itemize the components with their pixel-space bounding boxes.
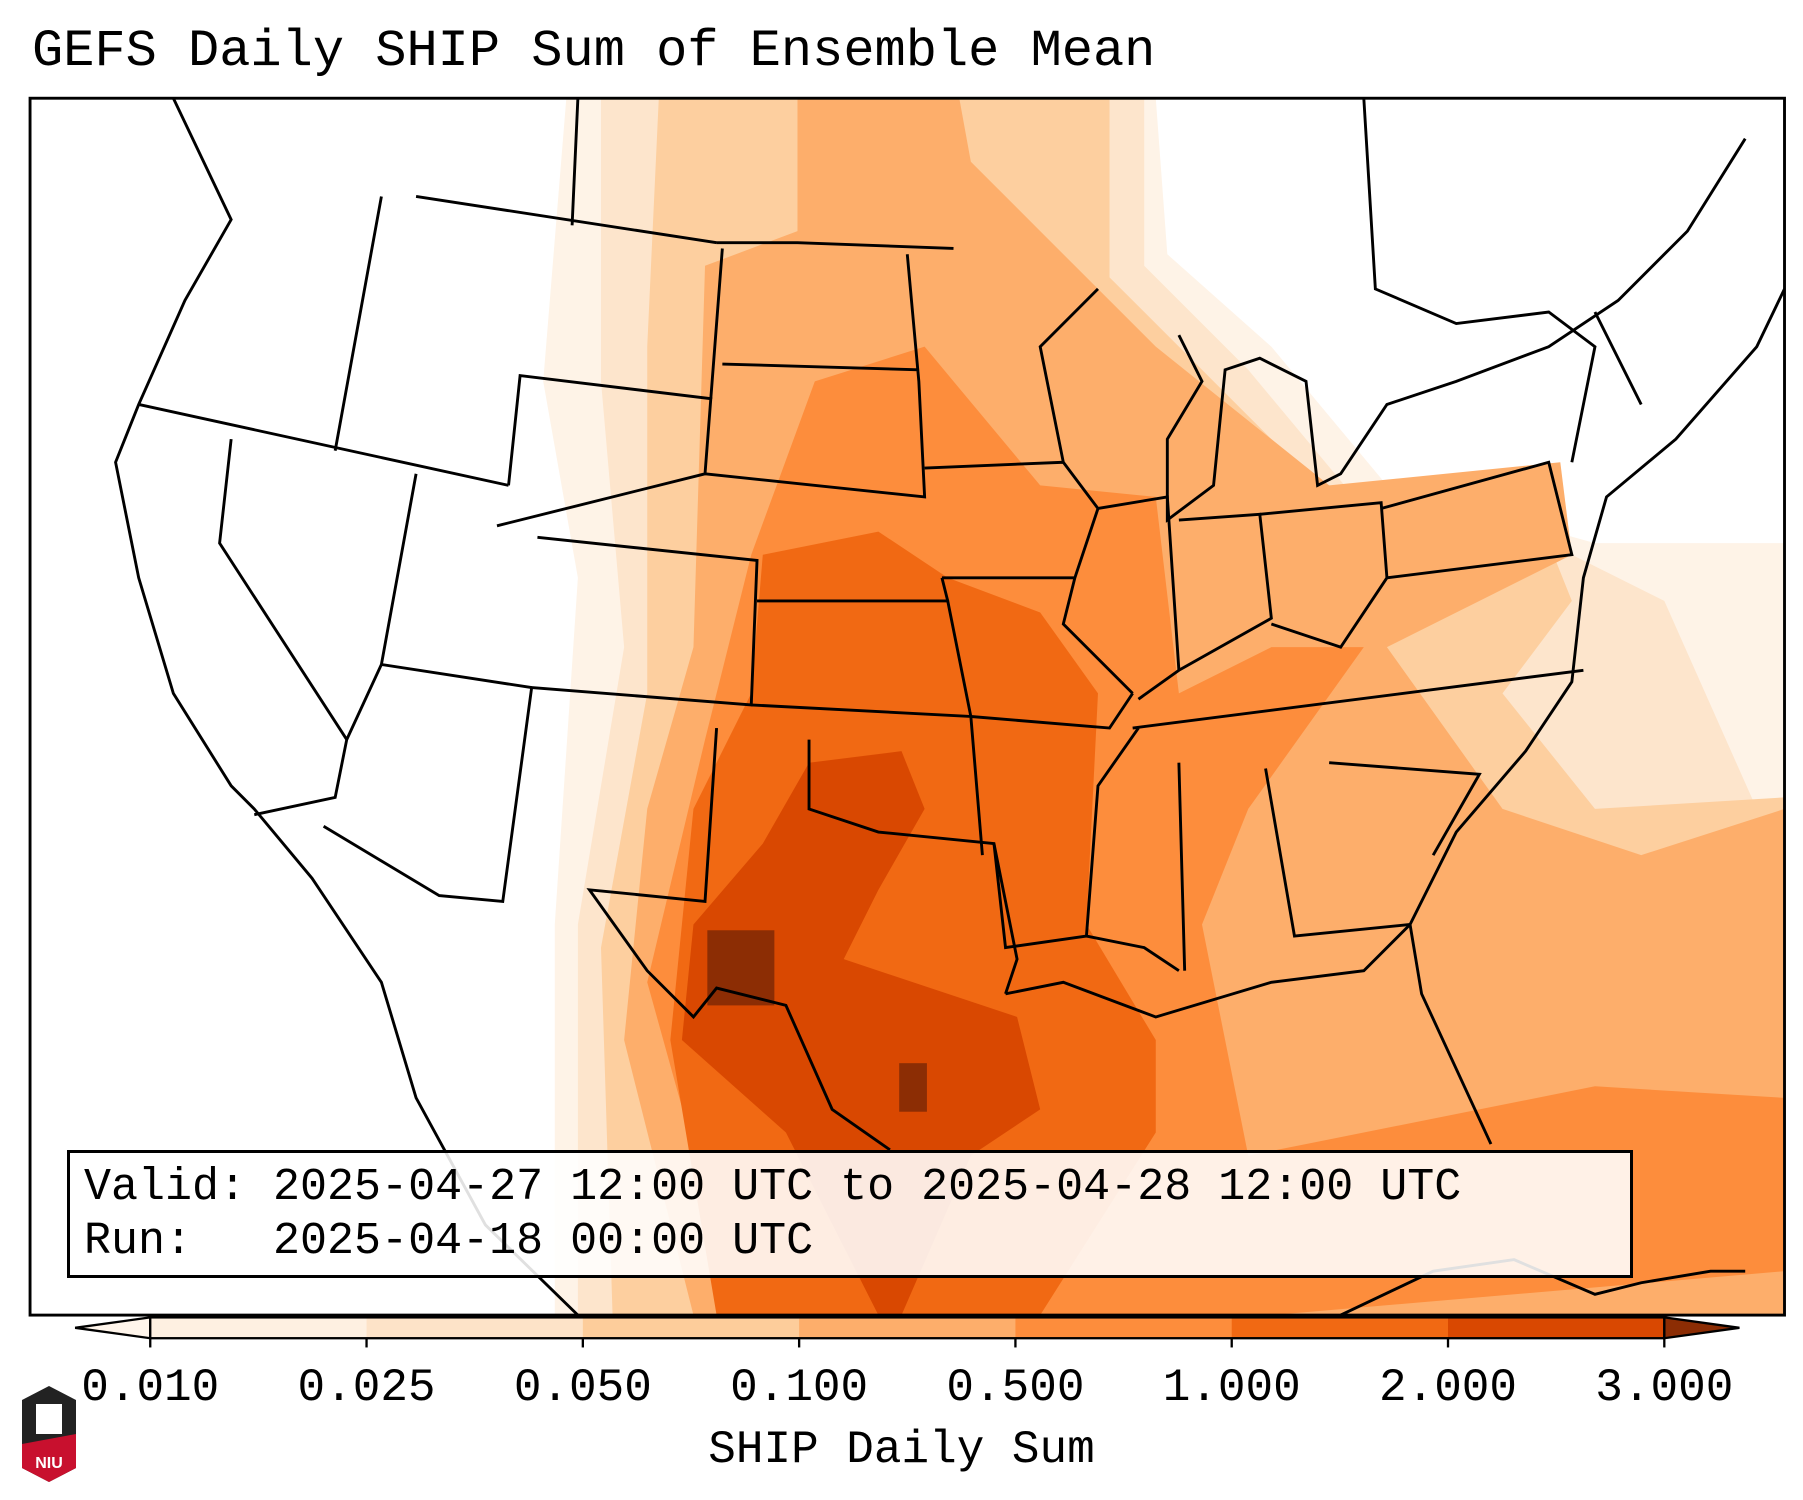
colorbar-outline [149,1316,1666,1340]
valid-label: Valid: [84,1162,247,1213]
colorbar-tick-label: 0.010 [81,1362,220,1414]
colorbar-under-arrow [74,1316,152,1340]
colorbar-segment [799,1317,1017,1339]
ship-shading [543,98,1785,1316]
colorbar-tick-label: 2.000 [1378,1362,1518,1414]
colorbar-tick-label: 0.050 [513,1362,652,1414]
state-borders [114,98,1785,1316]
info-box: Valid: 2025-04-27 12:00 UTC to 2025-04-2… [67,1150,1633,1278]
colorbar-tick-label: 1.000 [1162,1362,1301,1414]
map-title: GEFS Daily SHIP Sum of Ensemble Mean [32,22,1156,81]
colorbar-tick-label: 0.025 [297,1362,436,1414]
colorbar-tick-label: 3.000 [1595,1362,1734,1414]
valid-value: 2025-04-27 12:00 UTC to 2025-04-28 12:00… [273,1162,1462,1213]
colorbar-segment [366,1317,584,1339]
colorbar-label: SHIP Daily Sum [708,1424,1095,1476]
colorbar-segment [1231,1317,1449,1339]
colorbar-tick-label: 0.500 [946,1362,1085,1414]
colorbar-tick-label: 0.100 [730,1362,869,1414]
run-value: 2025-04-18 00:00 UTC [273,1216,814,1267]
colorbar-segment [1448,1317,1665,1339]
niu-logo: NIU [22,1386,76,1482]
colorbar-segment [150,1317,368,1339]
colorbar [74,1316,1740,1348]
colorbar-over-arrow [1663,1316,1740,1340]
map-frame [28,96,1786,1317]
logo-text: NIU [35,1455,63,1472]
shade-3.000 [899,1063,927,1112]
run-label: Run: [84,1216,193,1267]
colorbar-segment [1015,1317,1233,1339]
colorbar-segment [582,1317,800,1339]
